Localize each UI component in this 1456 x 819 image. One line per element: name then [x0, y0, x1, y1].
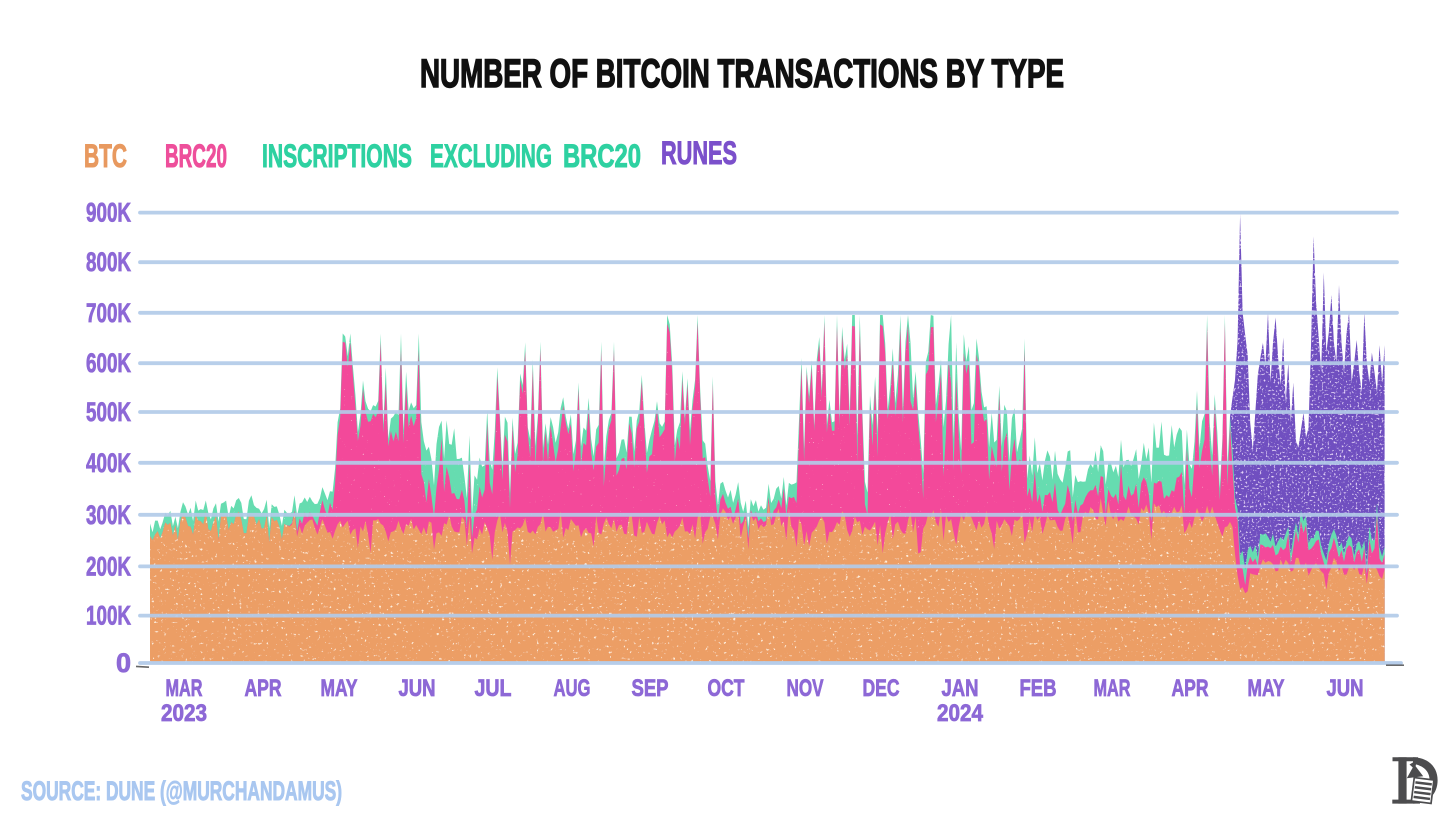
svg-text:BTC: BTC: [84, 138, 127, 174]
svg-text:500K: 500K: [86, 397, 131, 427]
svg-text:100K: 100K: [86, 601, 131, 631]
svg-text:AUG: AUG: [554, 675, 591, 702]
svg-text:600K: 600K: [86, 348, 131, 378]
svg-text:800K: 800K: [86, 247, 131, 277]
svg-text:APR: APR: [245, 675, 282, 702]
svg-text:APR: APR: [1172, 675, 1209, 702]
svg-text:JUN: JUN: [1327, 675, 1364, 702]
svg-text:FEB: FEB: [1020, 675, 1057, 702]
svg-text:MAY: MAY: [321, 675, 358, 702]
svg-text:SEP: SEP: [632, 675, 669, 702]
svg-text:MAR: MAR: [166, 675, 203, 702]
svg-text:JUN: JUN: [399, 675, 436, 702]
svg-text:NOV: NOV: [787, 675, 824, 702]
svg-text:MAR: MAR: [1094, 675, 1131, 702]
svg-text:BRC20: BRC20: [563, 138, 641, 174]
svg-text:700K: 700K: [86, 298, 131, 328]
svg-text:2023: 2023: [161, 700, 207, 727]
svg-text:900K: 900K: [86, 198, 131, 228]
svg-text:JUL: JUL: [475, 675, 512, 702]
svg-text:BRC20: BRC20: [165, 138, 227, 174]
svg-text:0: 0: [116, 648, 131, 678]
svg-text:OCT: OCT: [708, 675, 745, 702]
svg-text:200K: 200K: [86, 551, 131, 581]
svg-text:JAN: JAN: [942, 675, 979, 702]
svg-text:EXCLUDING: EXCLUDING: [430, 138, 552, 174]
svg-text:MAY: MAY: [1248, 675, 1285, 702]
svg-text:NUMBER OF BITCOIN TRANSACTIONS: NUMBER OF BITCOIN TRANSACTIONS BY TYPE: [420, 52, 1064, 96]
svg-text:INSCRIPTIONS: INSCRIPTIONS: [262, 138, 412, 174]
svg-text:RUNES: RUNES: [661, 135, 737, 171]
svg-text:400K: 400K: [86, 448, 131, 478]
svg-text:2024: 2024: [937, 700, 984, 727]
svg-text:DEC: DEC: [863, 675, 900, 702]
svg-text:300K: 300K: [86, 500, 131, 530]
svg-text:SOURCE: DUNE (@MURCHANDAMUS): SOURCE: DUNE (@MURCHANDAMUS): [21, 776, 342, 806]
